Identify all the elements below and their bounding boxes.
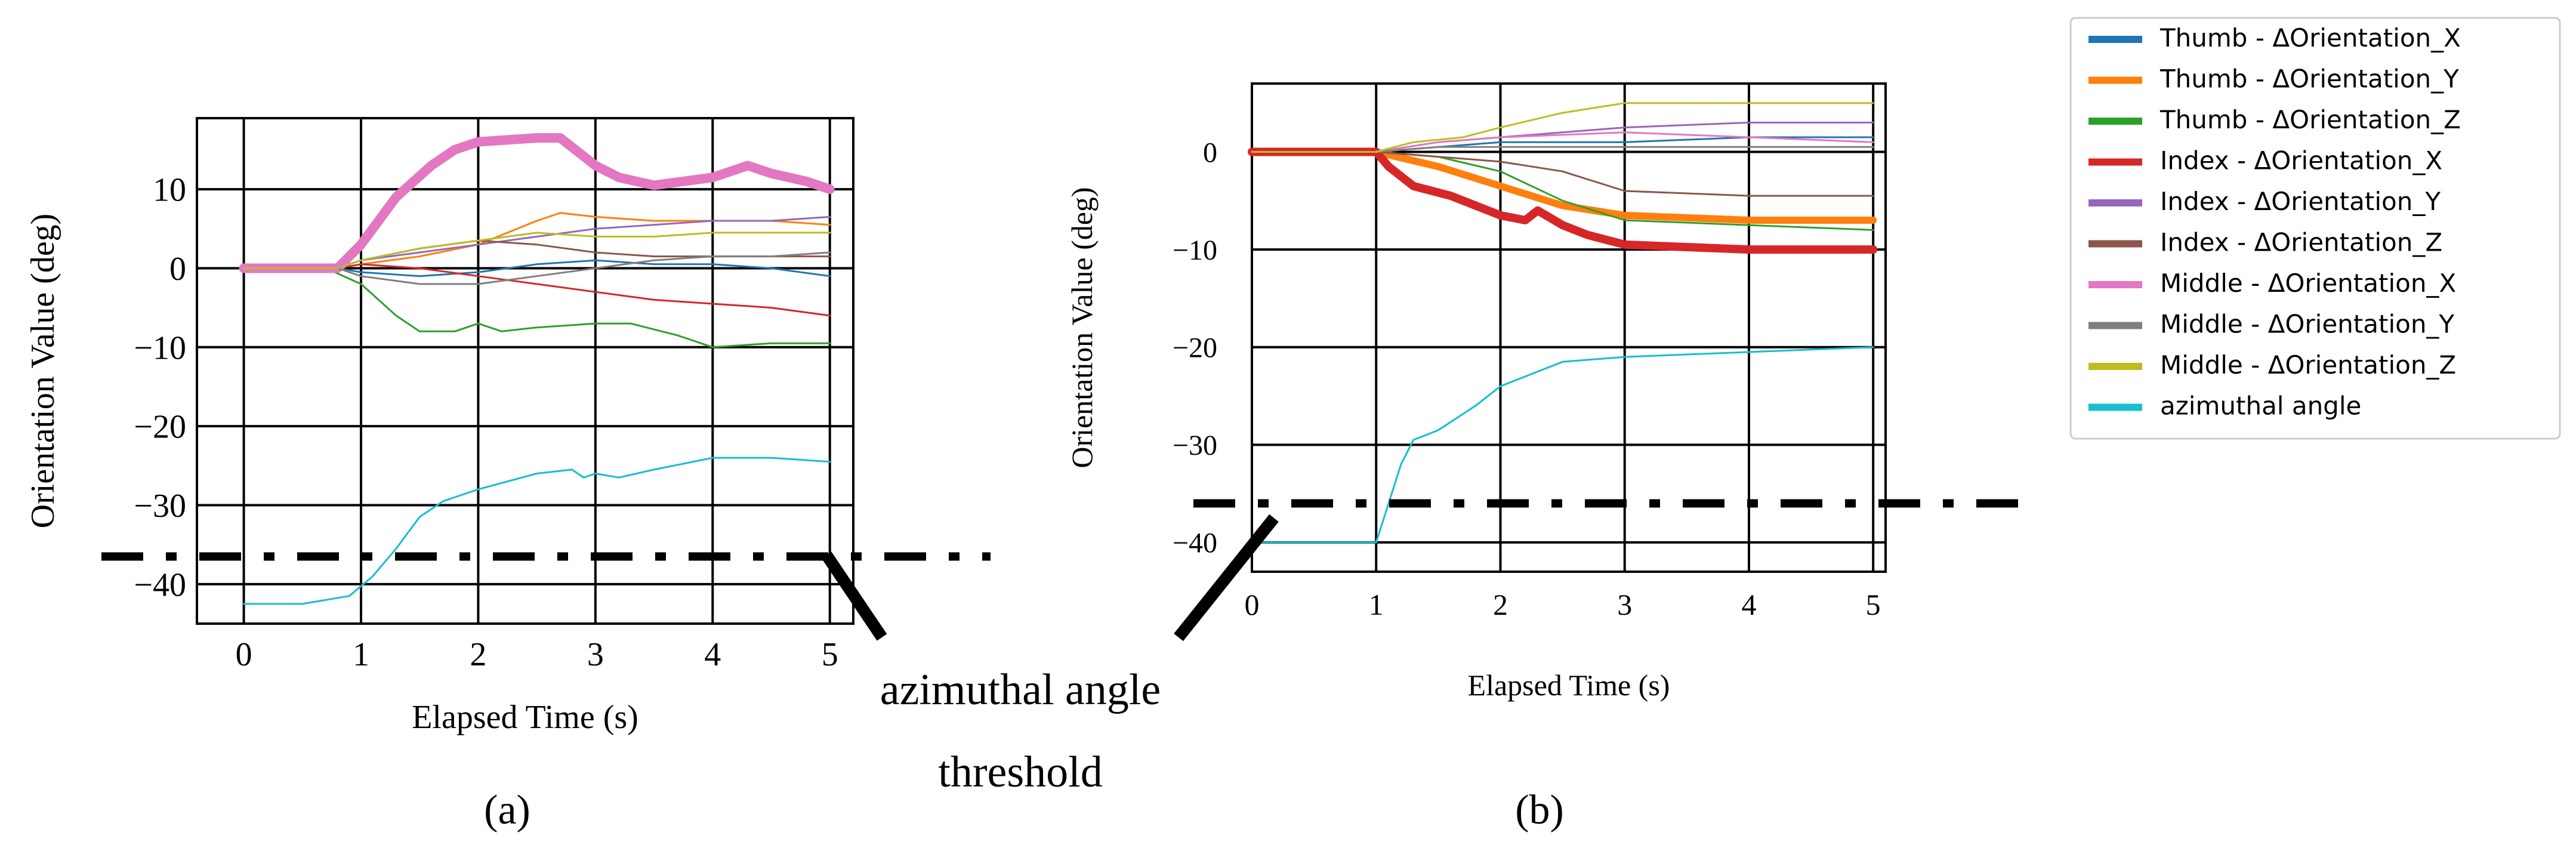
y-tick-label: 0 [1203,137,1217,168]
annotation-pointer-b [1174,514,1279,642]
legend-box [2069,17,2561,440]
legend-label: azimuthal angle [2160,391,2361,421]
y-tick-label: 10 [153,172,186,209]
y-tick-label: −20 [134,409,186,446]
series-line-index-orientation-z [1251,151,1874,197]
legend-label: Middle - ΔOrientation_Z [2160,350,2456,380]
y-tick-label: −10 [1173,235,1217,266]
series-line-index-orientation-x [1248,147,1878,254]
x-tick-label: 5 [822,636,838,673]
chart-panel-a: 0 1 2 3 4 5 10 0 −10 −20 −30 −40 Elapsed Time (s) Ori… [24,117,991,833]
x-tick-label: 4 [1741,588,1756,621]
annotation-line1: azimuthal angle [880,665,1161,714]
series-line-thumb-orientation-z [243,267,831,349]
annotation-line2: threshold [938,748,1102,797]
plot-frame [196,117,854,625]
series-line-middle-orientation-z [243,232,831,269]
plot-frame [1251,82,1887,573]
legend: Thumb - ΔOrientation_X Thumb - ΔOrientati… [2069,17,2561,440]
y-tick-label: −40 [1173,528,1217,559]
x-tick-label: 1 [1369,588,1384,621]
x-tick-label: 3 [1617,588,1632,621]
x-tick-label: 2 [470,636,486,673]
legend-label: Middle - ΔOrientation_X [2160,269,2456,298]
legend-label: Index - ΔOrientation_Y [2160,187,2441,216]
x-tick-label: 0 [236,636,252,673]
annotation-pointer-a [821,551,887,641]
panel-label: (b) [1515,787,1564,833]
x-axis-label: Elapsed Time (s) [1468,668,1670,702]
y-tick-label: −40 [134,566,186,603]
x-tick-label: 1 [353,636,369,673]
series-line-thumb-orientation-y [1248,148,1877,224]
y-tick-label: −30 [1173,430,1217,461]
legend-label: Thumb - ΔOrientation_Z [2159,105,2461,134]
legend-label: Thumb - ΔOrientation_Y [2159,64,2459,94]
x-tick-label: 3 [587,636,604,673]
legend-label: Index - ΔOrientation_Z [2160,228,2442,257]
y-tick-label: −10 [134,329,186,366]
x-tick-label: 4 [704,636,721,673]
y-tick-label: −30 [134,488,186,525]
x-axis-label: Elapsed Time (s) [412,699,638,736]
legend-label: Thumb - ΔOrientation_X [2159,23,2461,53]
x-tick-label: 5 [1866,588,1881,621]
x-tick-label: 0 [1245,588,1260,621]
series-line-middle-orientation-z [1251,102,1874,153]
series-line-thumb-orientation-x [243,259,831,278]
y-axis-label: Orientation Value (deg) [1065,187,1099,468]
legend-label: Index - ΔOrientation_X [2160,146,2442,175]
y-tick-label: −20 [1173,332,1217,364]
panel-label: (a) [484,787,530,833]
y-tick-label: 0 [169,251,186,288]
x-tick-label: 2 [1493,588,1508,621]
series-line-middle-orientation-y [243,251,831,285]
y-axis-label: Orientation Value (deg) [24,214,61,529]
series-line-index-orientation-x [243,263,831,317]
series-line-middle-orientation-x [239,133,835,273]
chart-panel-b: 0 1 2 3 4 5 0 −10 −20 −30 −40 Elapsed Time (s) Orien… [1065,82,2029,833]
series-line-azimuthal-angle [1251,346,1874,544]
legend-label: Middle - ΔOrientation_Y [2160,310,2454,339]
series-line-azimuthal-angle [243,457,831,605]
